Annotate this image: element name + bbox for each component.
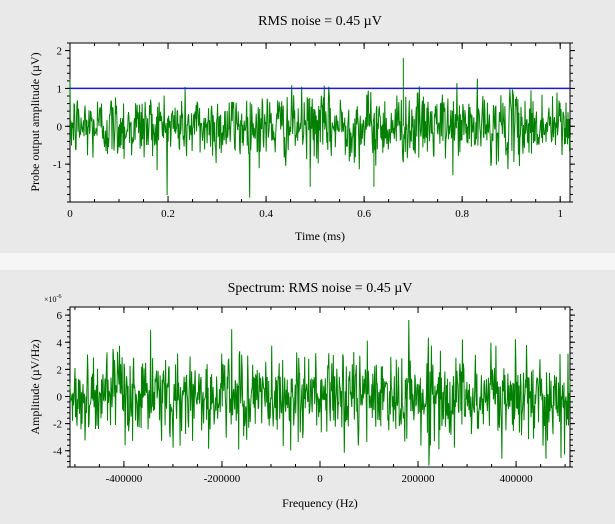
y-tick-label: 2 [57,46,63,58]
y-axis-label: Probe output amplitude (µV) [28,52,42,191]
x-tick-label: 400000 [500,473,534,485]
y-tick-label: 4 [57,337,63,349]
noise-series-line [69,78,571,198]
x-axis-label: Frequency (Hz) [282,496,358,510]
y-axis-label: Amplitude (µV/Hz) [28,339,42,434]
y-tick-label: 0 [57,121,63,133]
y-tick-label: 2 [57,364,63,376]
panel-separator [0,253,615,270]
x-tick-label: -200000 [204,473,241,485]
x-tick-label: 0 [317,473,323,485]
x-tick-label: 0.6 [357,208,371,220]
y-exponent-label: ×10-6 [44,294,62,304]
x-tick-label: 200000 [402,473,436,485]
chart-title: Spectrum: RMS noise = 0.45 µV [228,281,413,296]
chart-title: RMS noise = 0.45 µV [258,14,382,29]
time-domain-panel: RMS noise = 0.45 µV 0 0.2 0.4 0.6 0.8 1 -1 0 1 2 … [0,0,615,253]
x-tick-label: 0.8 [455,208,469,220]
y-tick-label: 0 [57,391,63,403]
spectrum-chart: Spectrum: RMS noise = 0.45 µV ×10-6 -400… [28,281,575,510]
x-tick-label: 1 [557,208,563,220]
y-tick-label: -1 [53,159,62,171]
spectrum-panel: Spectrum: RMS noise = 0.45 µV ×10-6 -400… [0,270,615,524]
y-tick-label: 6 [57,310,63,322]
x-tick-label: -400000 [106,473,143,485]
y-tick-label: -4 [53,446,63,458]
x-tick-label: 0 [67,208,73,220]
y-tick-label: 1 [57,83,63,95]
x-tick-label: 0.2 [161,208,175,220]
time-domain-chart: RMS noise = 0.45 µV 0 0.2 0.4 0.6 0.8 1-1012 … [28,14,575,243]
y-tick-label: -2 [53,419,62,431]
x-axis-label: Time (ms) [295,229,345,243]
x-tick-label: 0.4 [259,208,273,220]
noise-series-line [69,319,571,466]
